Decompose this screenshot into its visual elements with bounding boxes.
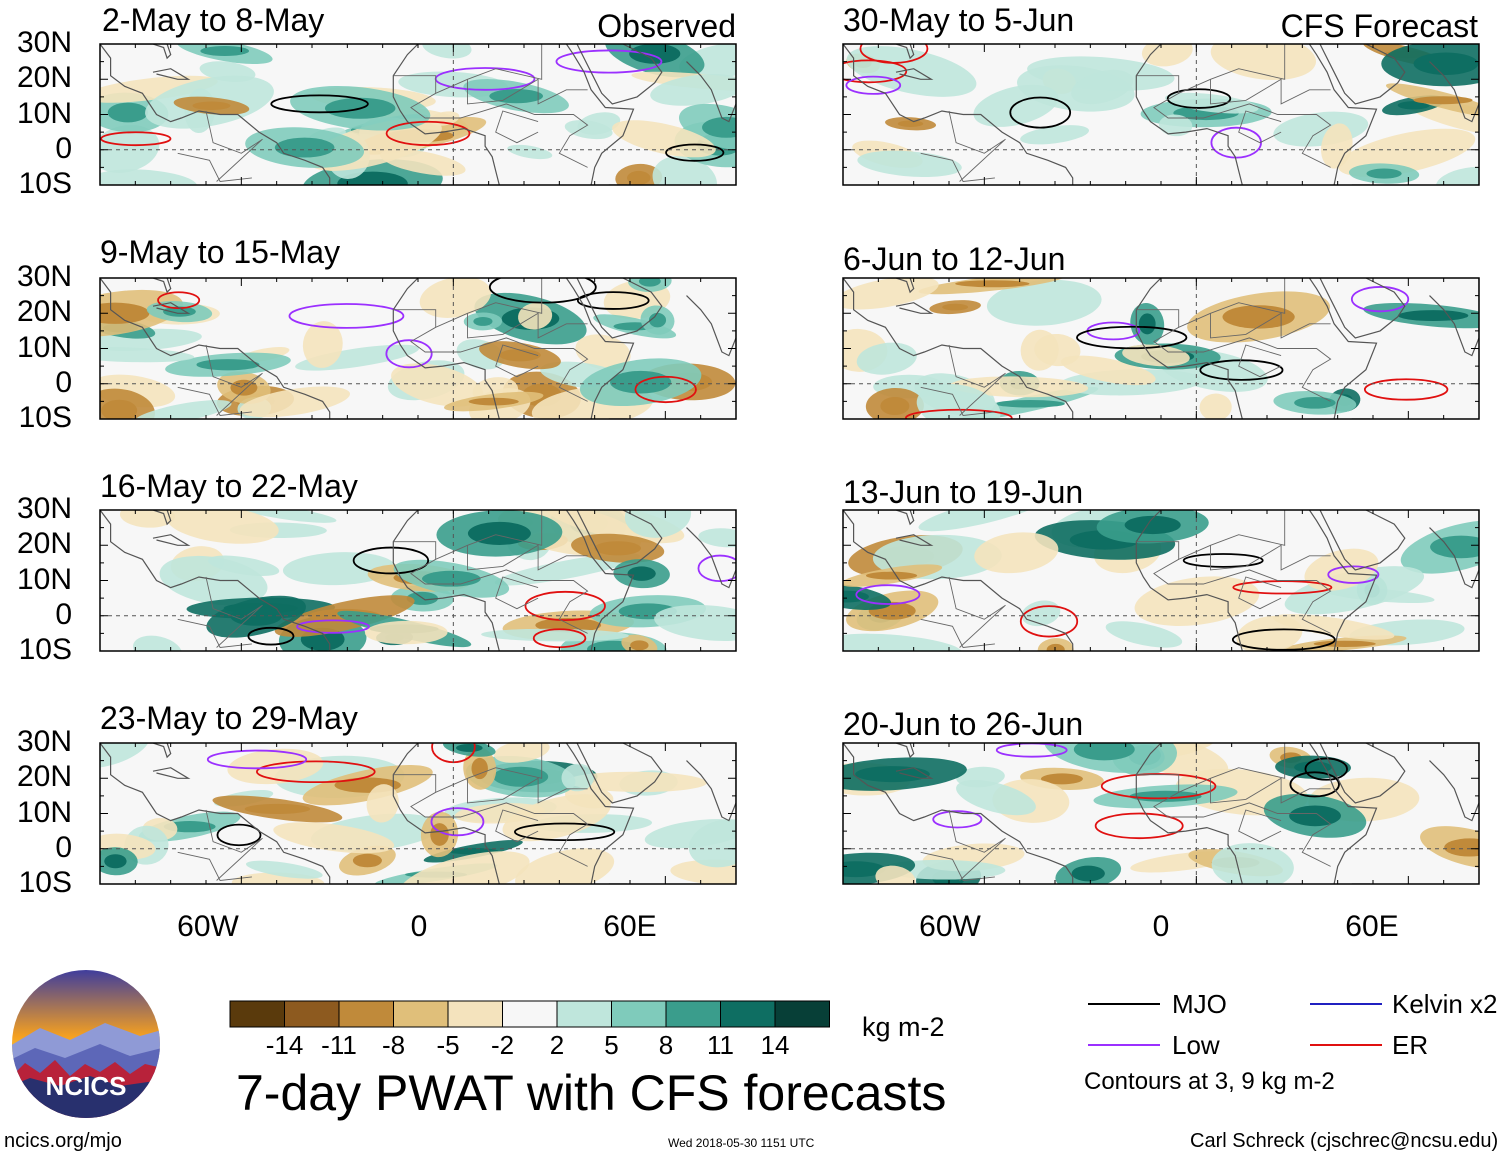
- colorbar: [229, 1000, 830, 1028]
- colorbar-swatch-4: [447, 1000, 503, 1028]
- colorbar-tick-9: 14: [760, 1030, 790, 1060]
- legend-label-kelvin: Kelvin x2: [1392, 989, 1498, 1019]
- panel-title-fc-4: 20-Jun to 26-Jun: [843, 706, 1084, 742]
- lat-label-4-0: 30N: [16, 725, 72, 758]
- lat-label-2-2: 10N: [16, 330, 72, 364]
- legend-line-mjo: [1088, 1003, 1160, 1005]
- panel-title-obs-1: 2-May to 8-May: [102, 2, 325, 38]
- legend-note: Contours at 3, 9 kg m-2: [1084, 1068, 1335, 1095]
- colorbar-swatch-6: [556, 1000, 612, 1028]
- map-panel-observed-3: [99, 509, 737, 652]
- colorbar-swatch-2: [338, 1000, 394, 1028]
- map-panel-observed-1: [99, 43, 737, 186]
- panel-title-obs-3: 16-May to 22-May: [100, 468, 358, 504]
- colorbar-swatch-3: [393, 1000, 449, 1028]
- footer-timestamp: Wed 2018-05-30 1151 UTC: [668, 1136, 815, 1150]
- map-panel-observed-2: [99, 277, 737, 420]
- panel-tag-observed: Observed: [597, 8, 736, 44]
- logo-text: NCICS: [46, 1071, 127, 1101]
- colorbar-tick-8: 11: [707, 1030, 734, 1060]
- lat-label-4-4: 10S: [18, 866, 72, 899]
- lat-label-2-3: 0: [55, 365, 72, 399]
- footer-url[interactable]: ncics.org/mjo: [4, 1130, 122, 1152]
- lon-label-60w-right: 60W: [919, 910, 981, 943]
- colorbar-swatch-5: [502, 1000, 558, 1028]
- lat-label-4-1: 20N: [16, 760, 72, 794]
- legend-line-low: [1088, 1044, 1160, 1046]
- legend-label-low: Low: [1172, 1030, 1220, 1060]
- main-title: 7-day PWAT with CFS forecasts: [236, 1065, 947, 1121]
- colorbar-tick-0: -14: [265, 1030, 304, 1060]
- colorbar-swatch-9: [720, 1000, 776, 1028]
- lon-label-0-left: 0: [410, 910, 428, 943]
- panel-tag-cfs-forecast: CFS Forecast: [1280, 8, 1478, 44]
- colorbar-tick-1: -11: [321, 1030, 357, 1060]
- colorbar-swatch-8: [665, 1000, 721, 1028]
- map-panel-observed-4: [99, 742, 737, 885]
- lat-label-3-3: 0: [55, 597, 72, 631]
- lat-label-1-3: 0: [55, 131, 72, 165]
- lat-label-2-1: 20N: [16, 295, 72, 329]
- lat-label-3-2: 10N: [16, 562, 72, 596]
- lat-label-1-4: 10S: [18, 167, 72, 200]
- lat-label-4-3: 0: [55, 830, 72, 864]
- lat-label-4-2: 10N: [16, 795, 72, 829]
- lat-label-3-0: 30N: [16, 492, 72, 525]
- map-panel-forecast-4: [842, 742, 1480, 885]
- colorbar-tick-2: -8: [381, 1030, 406, 1060]
- panel-title-fc-2: 6-Jun to 12-Jun: [843, 241, 1066, 277]
- lat-label-3-1: 20N: [16, 527, 72, 561]
- legend-label-mjo: MJO: [1172, 989, 1227, 1019]
- colorbar-unit: kg m-2: [862, 1012, 945, 1042]
- footer-credit: Carl Schreck (cjschrec@ncsu.edu): [1190, 1130, 1499, 1152]
- panel-title-fc-1: 30-May to 5-Jun: [843, 2, 1075, 38]
- colorbar-swatch-10: [774, 1000, 830, 1028]
- colorbar-tick-3: -5: [436, 1030, 460, 1060]
- lat-label-2-0: 30N: [16, 260, 72, 293]
- panel-title-fc-3: 13-Jun to 19-Jun: [843, 474, 1084, 510]
- lon-label-60w-left: 60W: [177, 910, 239, 943]
- colorbar-swatch-1: [284, 1000, 340, 1028]
- map-panel-forecast-2: [842, 277, 1480, 420]
- colorbar-tick-7: 8: [658, 1030, 674, 1060]
- colorbar-tick-4: -2: [490, 1030, 515, 1060]
- map-panel-forecast-3: [842, 509, 1480, 652]
- lat-label-2-4: 10S: [18, 401, 72, 434]
- colorbar-swatch-0: [229, 1000, 285, 1028]
- legend-label-er: ER: [1392, 1030, 1429, 1060]
- lat-label-1-1: 20N: [16, 61, 72, 95]
- colorbar-tick-6: 5: [604, 1030, 619, 1060]
- lon-label-60e-right: 60E: [1345, 910, 1399, 943]
- panel-title-obs-4: 23-May to 29-May: [100, 700, 358, 736]
- lon-label-0-right: 0: [1152, 910, 1170, 943]
- lat-label-1-2: 10N: [16, 96, 72, 130]
- map-panel-forecast-1: [842, 43, 1480, 186]
- lat-label-3-4: 10S: [18, 633, 72, 666]
- lat-label-1-0: 30N: [16, 26, 72, 59]
- panel-title-obs-2: 9-May to 15-May: [100, 234, 341, 270]
- lon-label-60e-left: 60E: [603, 910, 657, 943]
- colorbar-tick-5: 2: [549, 1030, 565, 1060]
- legend-line-er: [1310, 1044, 1382, 1046]
- colorbar-swatch-7: [611, 1000, 667, 1028]
- ncics-logo[interactable]: NCICS: [10, 968, 162, 1120]
- legend-line-kelvin: [1310, 1003, 1382, 1005]
